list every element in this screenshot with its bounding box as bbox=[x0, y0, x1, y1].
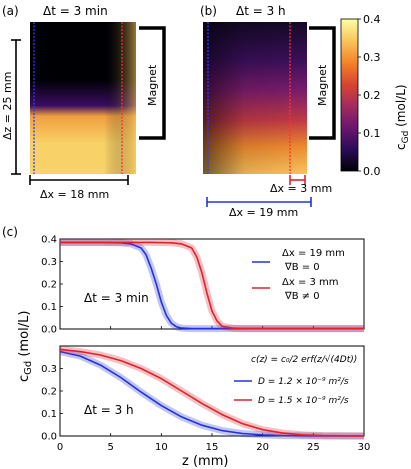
y-tick-label: 0.4 bbox=[41, 235, 57, 246]
plot-top-ticks: 0.0 0.1 0.2 0.3 0.4 bbox=[41, 235, 365, 336]
legend-top-blue-line2: ∇B = 0 bbox=[284, 262, 320, 273]
x-tick-label: 15 bbox=[206, 442, 219, 453]
plot-bottom-ticks: 0 5 10 15 20 25 30 0.0 0.1 0.2 0.3 bbox=[41, 364, 370, 453]
x-tick-label: 30 bbox=[358, 442, 371, 453]
panel-a-dz-label: Δz = 25 mm bbox=[1, 72, 14, 140]
plot-bottom: 0 5 10 15 20 25 30 0.0 0.1 0.2 0.3 Δt = 3 h c(z) =… bbox=[41, 345, 370, 469]
x-tick-label: 25 bbox=[307, 442, 320, 453]
panel-c-label: (c) bbox=[2, 225, 18, 239]
y-tick-label: 0.0 bbox=[41, 325, 57, 336]
colorbar-tick-label: 0.2 bbox=[363, 89, 381, 102]
panel-b-dx-large-label: Δx = 19 mm bbox=[229, 206, 298, 219]
legend-top-red-line2: ∇B ≠ 0 bbox=[284, 291, 320, 302]
panel-a-image-edge bbox=[30, 22, 136, 174]
legend-bottom-blue-label: D = 1.2 × 10⁻⁹ m²/s bbox=[258, 377, 349, 387]
series-0-line bbox=[59, 350, 364, 437]
x-axis-label: z (mm) bbox=[182, 454, 228, 469]
x-tick-label: 20 bbox=[256, 442, 269, 453]
x-tick-label: 10 bbox=[155, 442, 168, 453]
panel-b-magnet-bracket bbox=[309, 26, 336, 140]
panel-b-magnet-label: Magnet bbox=[316, 64, 329, 106]
plot-top-annotation: Δt = 3 min bbox=[84, 291, 149, 305]
panel-a-magnet-bracket bbox=[139, 26, 166, 140]
legend-bottom-red-label: D = 1.5 × 10⁻⁹ m²/s bbox=[258, 396, 349, 406]
x-tick-label: 5 bbox=[107, 442, 113, 453]
colorbar-label: cGd (mol/L) bbox=[394, 84, 411, 150]
legend-top-blue-line1: Δx = 19 mm bbox=[282, 248, 345, 259]
panel-b-dx-small-label: Δx = 3 mm bbox=[270, 182, 332, 195]
x-tick-label: 0 bbox=[57, 442, 63, 453]
y-tick-label: 0.1 bbox=[41, 409, 57, 420]
colorbar-ticks: 0.0 0.1 0.2 0.3 0.4 bbox=[358, 13, 381, 178]
panel-a-label: (a) bbox=[2, 4, 19, 18]
plot-top-series bbox=[60, 238, 364, 333]
panel-a-dx-label: Δx = 18 mm bbox=[40, 188, 109, 201]
shared-y-axis-label: cGd (mol/L) bbox=[17, 311, 34, 382]
panel-b-title: Δt = 3 h bbox=[236, 4, 286, 18]
y-tick-label: 0.1 bbox=[41, 302, 57, 313]
series-1-line bbox=[60, 241, 364, 330]
panel-a-title: Δt = 3 min bbox=[43, 4, 108, 18]
plot-top: 0.0 0.1 0.2 0.3 0.4 Δt = 3 min Δx = 19 mm ∇B… bbox=[41, 235, 365, 336]
colorbar-gradient bbox=[340, 18, 359, 172]
panel-b-label: (b) bbox=[200, 4, 217, 18]
panel-a-magnet-label: Magnet bbox=[146, 64, 159, 106]
series-1-line bbox=[59, 348, 365, 437]
panel-b: (b) Δt = 3 h Δx = 3 mm Δx = 19 mm Magnet bbox=[200, 4, 336, 219]
y-tick-label: 0.2 bbox=[41, 387, 57, 398]
colorbar: 0.0 0.1 0.2 0.3 0.4 cGd (mol/L) bbox=[340, 13, 411, 178]
colorbar-tick-label: 0.3 bbox=[363, 51, 381, 64]
colorbar-tick-label: 0.0 bbox=[363, 165, 381, 178]
y-tick-label: 0.3 bbox=[41, 257, 57, 268]
panel-a: (a) Δt = 3 min Δz = 25 mm Δx = 18 mm Mag… bbox=[1, 4, 166, 201]
y-tick-label: 0.0 bbox=[41, 432, 57, 443]
colorbar-tick-label: 0.1 bbox=[363, 127, 381, 140]
legend-bottom-formula: c(z) = c₀/2 erf(z/√(4Dt)) bbox=[251, 354, 357, 365]
plot-bottom-annotation: Δt = 3 h bbox=[84, 403, 134, 417]
y-tick-label: 0.3 bbox=[41, 364, 57, 375]
colorbar-tick-label: 0.4 bbox=[363, 13, 381, 26]
legend-top-red-line1: Δx = 3 mm bbox=[282, 277, 339, 288]
y-tick-label: 0.2 bbox=[41, 280, 57, 291]
plot-bottom-series bbox=[59, 345, 365, 440]
